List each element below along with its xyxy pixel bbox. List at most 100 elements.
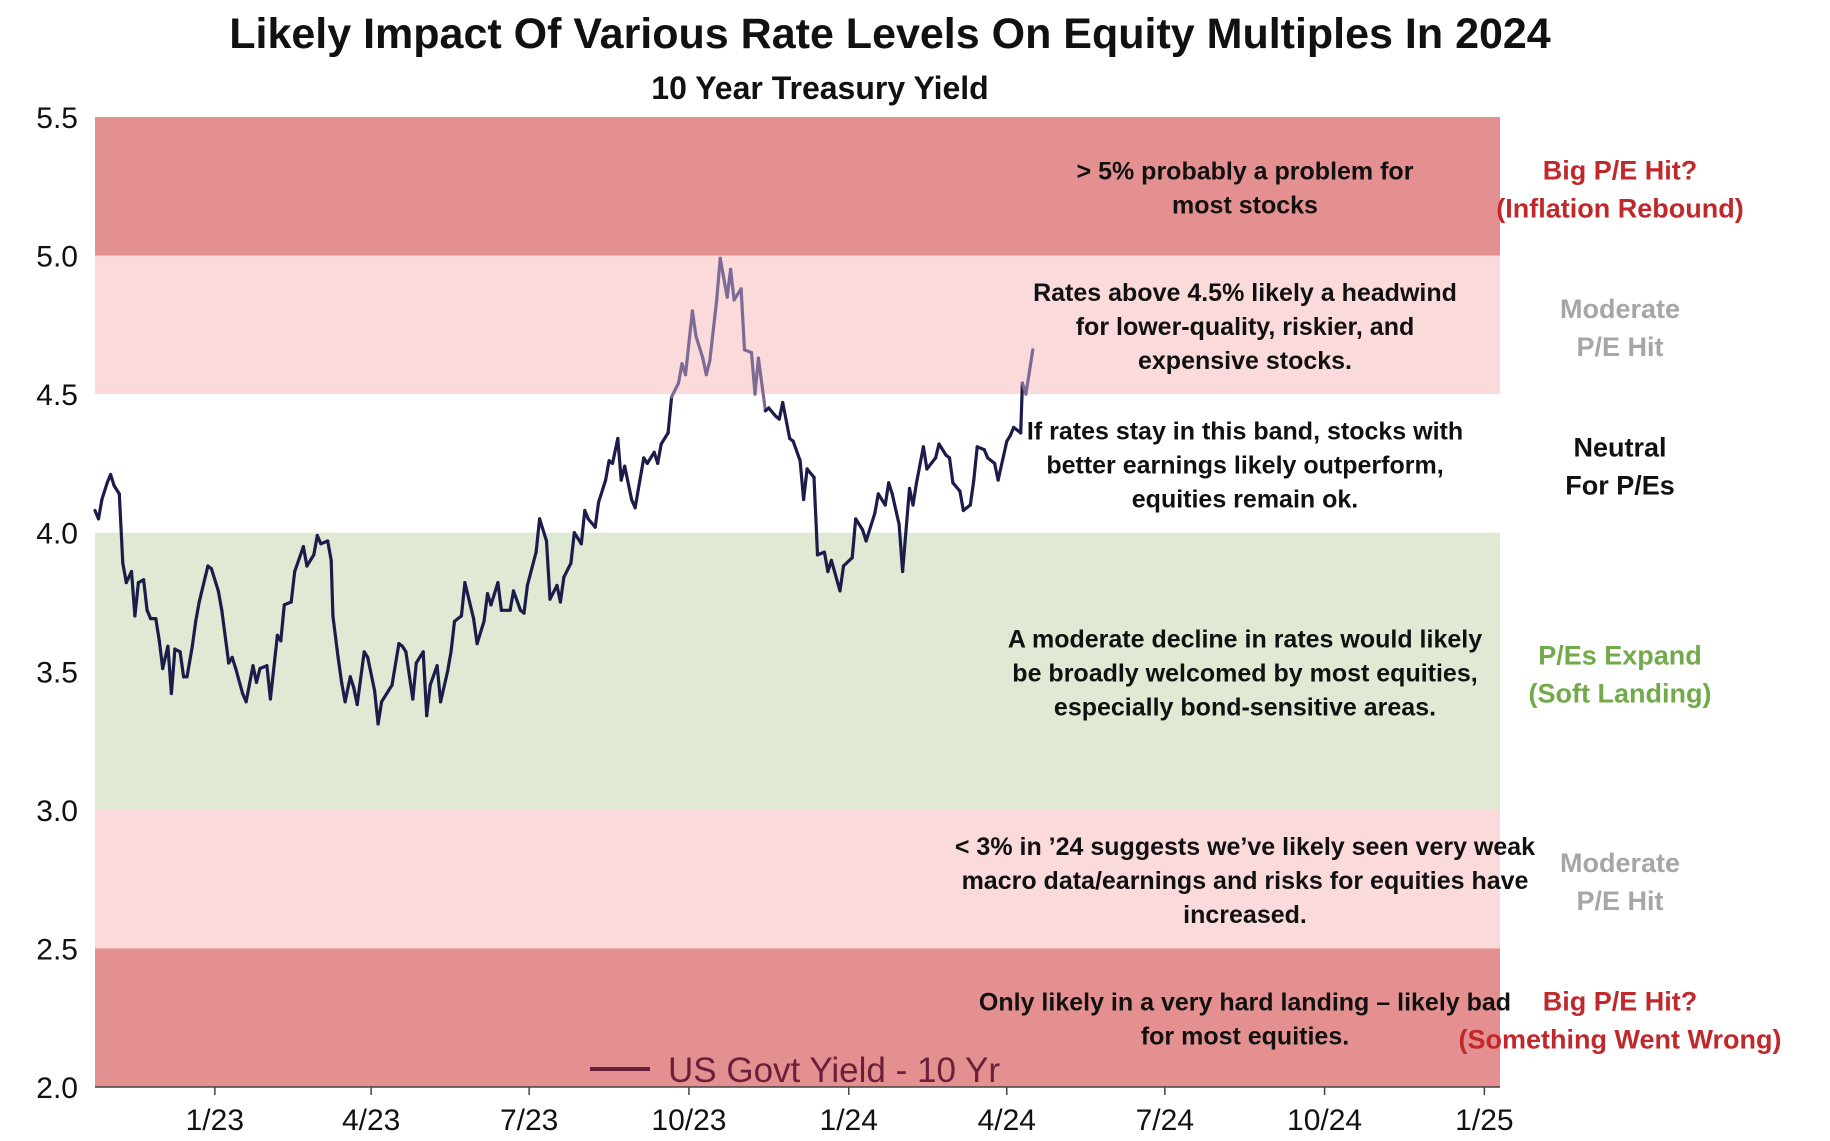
x-tick-label-7: 10/24 <box>1287 1104 1362 1136</box>
side-label-3-0: P/Es Expand <box>1538 640 1702 670</box>
series-line-segment-142 <box>767 406 778 418</box>
series-line-segment-117 <box>645 450 656 465</box>
series-line-segment-47 <box>305 553 316 568</box>
series-line-segment-193 <box>1024 348 1035 396</box>
band-layer <box>95 117 1500 1087</box>
series-line-segment-57 <box>348 675 356 690</box>
side-layer: Big P/E Hit? (Inflation Rebound) Moderate P… <box>1459 155 1782 1054</box>
series-line-segment-25 <box>194 600 201 624</box>
series-line-segment-181 <box>968 478 976 507</box>
chart-title: Likely Impact Of Various Rate Levels On … <box>229 10 1551 58</box>
series-line-segment-87 <box>496 580 503 612</box>
series-line-segment-132 <box>718 256 729 299</box>
series-line-segment-99 <box>558 575 566 604</box>
series-line-segment-94 <box>534 517 542 554</box>
series-line-segment-52 <box>329 558 335 618</box>
band-4 <box>95 809 1500 949</box>
series-line-segment-178 <box>951 481 962 493</box>
series-line-segment-82 <box>472 616 479 646</box>
band-note-0-1: most stocks <box>1172 191 1318 219</box>
series-line-segment-157 <box>841 556 854 568</box>
series-line-segment-40 <box>268 633 279 701</box>
note-layer: > 5% probably a problem for most stocks Ra… <box>955 157 1535 1050</box>
series-line-segment-64 <box>380 689 391 704</box>
series-line-segment-37 <box>254 666 262 685</box>
series-line-segment-140 <box>756 356 768 413</box>
series-line-segment-12 <box>142 578 149 612</box>
series-line-segment-80 <box>459 580 467 618</box>
band-note-4-0: < 3% in ’24 suggests we’ve likely seen v… <box>955 833 1535 861</box>
series-line-segment-168 <box>900 486 912 574</box>
x-tick-label-5: 4/24 <box>978 1104 1036 1136</box>
series-line-segment-130 <box>708 298 719 363</box>
series-line-segment-119 <box>656 442 663 465</box>
legend-label: US Govt Yield - 10 Yr <box>668 1051 1000 1090</box>
series-line-segment-103 <box>579 508 587 546</box>
series-line-segment-129 <box>704 359 712 377</box>
series-line-segment-134 <box>728 267 736 302</box>
line-layer <box>93 256 1035 726</box>
series-line-segment-83 <box>475 619 486 646</box>
y-tick-label-0: 5.5 <box>36 102 78 135</box>
series-line-segment-69 <box>404 650 415 701</box>
series-line-segment-26 <box>197 564 210 604</box>
series-line-segment-131 <box>715 256 722 302</box>
series-line-segment-108 <box>603 459 611 482</box>
side-label-1-0: Moderate <box>1560 294 1680 324</box>
series-line-segment-149 <box>801 467 809 502</box>
y-tick-label-7: 2.0 <box>36 1072 78 1105</box>
y-tick-label-5: 3.0 <box>36 795 78 828</box>
series-line-segment-145 <box>781 400 792 441</box>
series-line-segment-121 <box>666 395 674 435</box>
series-line-segment-56 <box>343 675 352 704</box>
chart-legend: US Govt Yield - 10 Yr <box>590 1051 1000 1090</box>
series-line-segment-75 <box>435 664 443 704</box>
band-note-1-2: expensive stocks. <box>1138 347 1352 375</box>
series-line-segment-53 <box>331 614 340 660</box>
series-line-segment-175 <box>937 442 948 457</box>
series-line-segment-159 <box>854 517 865 532</box>
series-line-segment-73 <box>425 683 432 718</box>
series-line-segment-78 <box>449 619 457 654</box>
series-line-segment-6 <box>117 492 125 565</box>
series-line-segment-16 <box>157 639 165 671</box>
x-tick-label-8: 1/25 <box>1455 1104 1513 1136</box>
series-line-segment-164 <box>883 481 891 507</box>
band-note-3-0: A moderate decline in rates would likely <box>1008 625 1482 653</box>
band-note-3-1: be broadly welcomed by most equities, <box>1012 659 1477 687</box>
series-line-segment-4 <box>108 472 116 488</box>
series-line-segment-165 <box>887 481 894 496</box>
series-line-segment-33 <box>234 666 245 696</box>
series-line-segment-147 <box>791 439 802 463</box>
series-line-segment-66 <box>390 641 401 687</box>
chart-subtitle: 10 Year Treasury Yield <box>651 70 988 106</box>
band-1 <box>95 255 1500 395</box>
series-line-segment-21 <box>178 650 186 679</box>
series-line-segment-113 <box>623 464 634 502</box>
series-line-segment-35 <box>244 664 255 704</box>
series-line-segment-100 <box>562 561 573 579</box>
band-3 <box>95 532 1500 810</box>
series-line-segment-61 <box>366 655 377 693</box>
series-line-segment-77 <box>446 650 453 673</box>
band-5 <box>95 948 1500 1087</box>
band-note-2-2: equities remain ok. <box>1132 485 1358 513</box>
series-line-segment-28 <box>209 567 220 593</box>
series-line-segment-70 <box>411 661 418 701</box>
series-line-segment-19 <box>169 647 177 696</box>
band-note-0-0: > 5% probably a problem for <box>1077 157 1414 185</box>
series-line-segment-63 <box>376 700 384 726</box>
series-line-segment-161 <box>864 511 877 543</box>
series-line-segment-76 <box>439 669 450 704</box>
band-note-5-0: Only likely in a very hard landing – lik… <box>979 989 1511 1017</box>
series-line-segment-101 <box>569 531 576 565</box>
side-label-0-1: (Inflation Rebound) <box>1496 193 1743 223</box>
series-line-segment-156 <box>838 564 846 593</box>
y-tick-label-3: 4.0 <box>36 518 78 551</box>
series-line-segment-96 <box>544 539 552 601</box>
series-line-segment-59 <box>355 650 366 707</box>
series-line-segment-97 <box>548 583 559 601</box>
series-line-segment-46 <box>301 544 309 568</box>
